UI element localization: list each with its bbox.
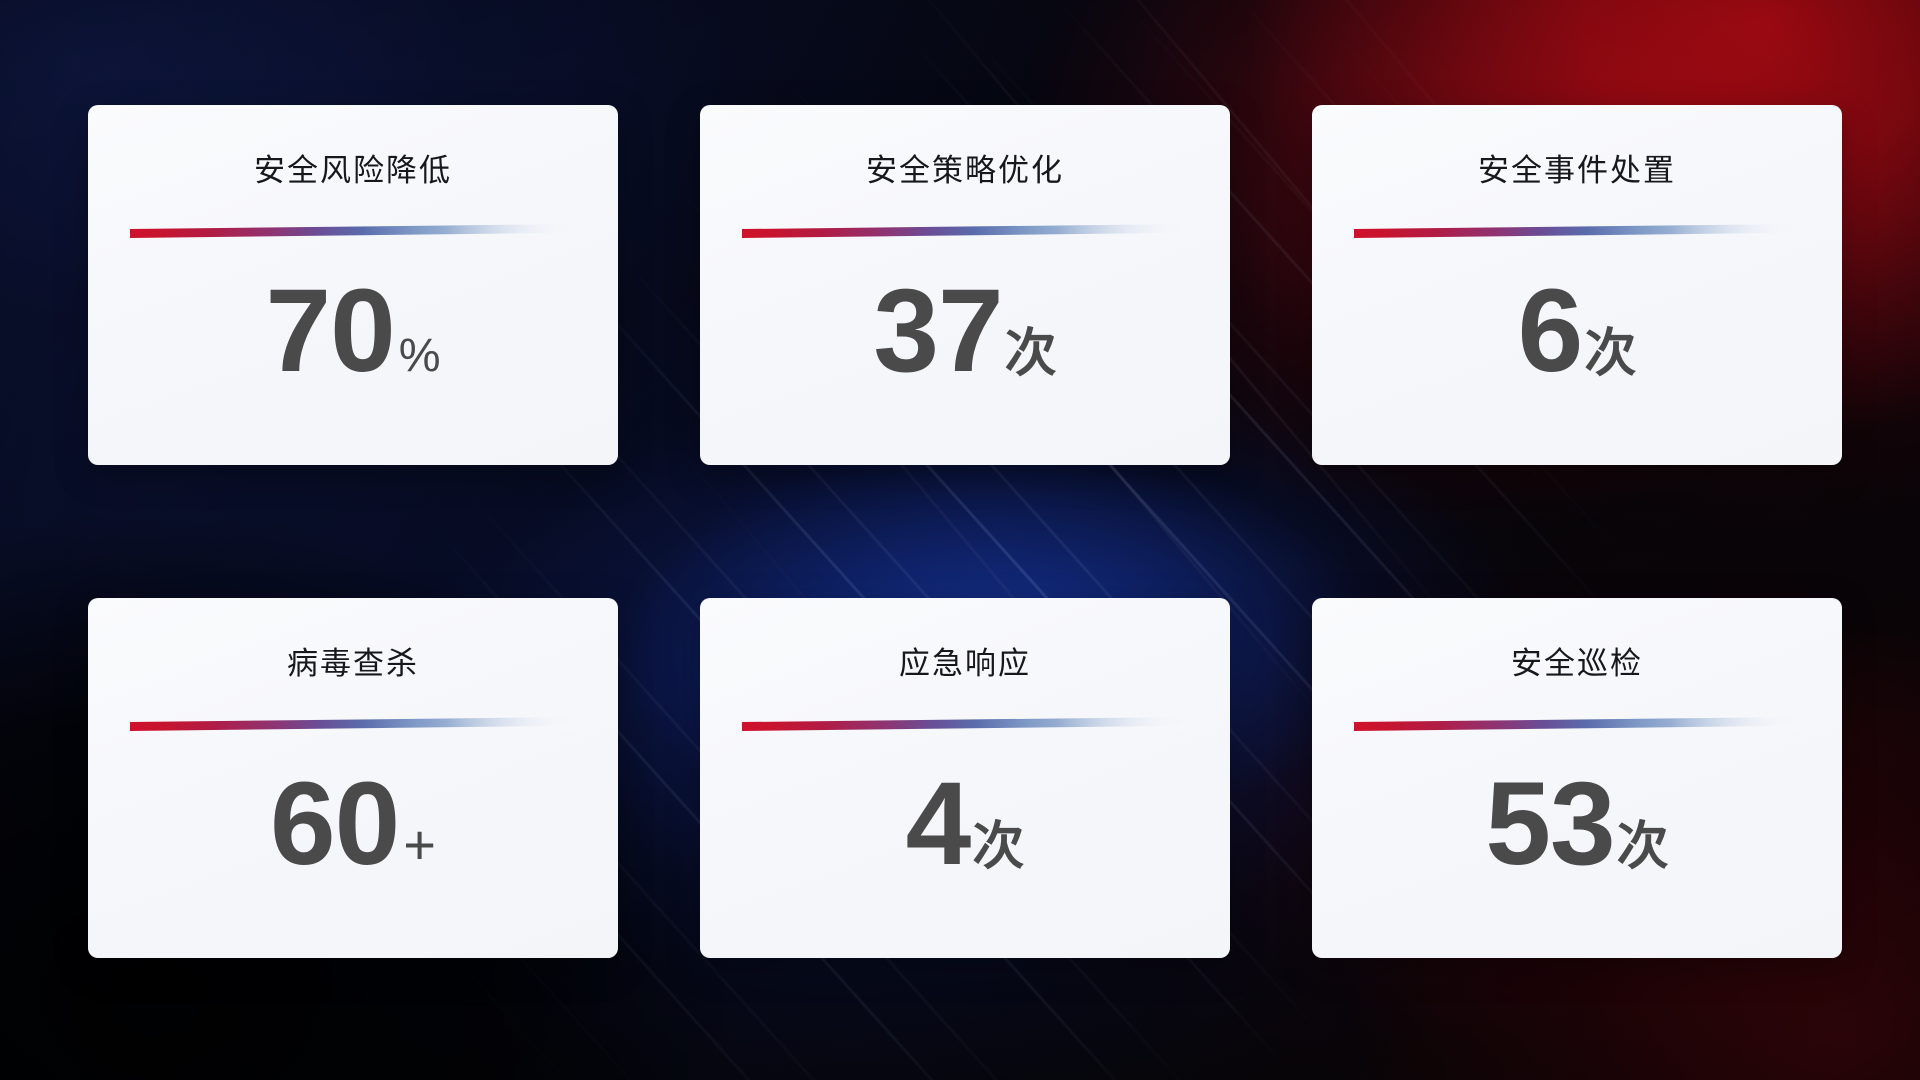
metric-card-title: 安全事件处置: [1478, 153, 1676, 188]
divider-fade-overlay: [1670, 224, 1800, 238]
metric-card-security-policy-optimization[interactable]: 安全策略优化 37 次: [700, 105, 1230, 465]
metric-value-number: 37: [873, 265, 1003, 397]
metric-card-emergency-response[interactable]: 应急响应 4 次: [700, 598, 1230, 958]
metric-card-security-inspection[interactable]: 安全巡检 53 次: [1312, 598, 1842, 958]
metric-card-value: 60 +: [270, 765, 436, 883]
metric-value-unit: 次: [972, 818, 1025, 876]
metric-card-divider: [130, 717, 576, 731]
metric-card-divider: [742, 224, 1188, 238]
metric-value-number: 60: [270, 758, 400, 890]
metric-card-security-incident-handling[interactable]: 安全事件处置 6 次: [1312, 105, 1842, 465]
metric-value-unit: 次: [1004, 325, 1057, 383]
divider-fade-overlay: [1670, 717, 1800, 731]
metric-card-divider: [1354, 224, 1800, 238]
metric-value-unit: 次: [1616, 818, 1669, 876]
divider-fade-overlay: [446, 224, 576, 238]
metric-card-virus-scan-removal[interactable]: 病毒查杀 60 +: [88, 598, 618, 958]
metric-value-number: 70: [265, 265, 395, 397]
metric-card-title: 安全策略优化: [866, 153, 1064, 188]
metric-value-number: 6: [1517, 265, 1584, 397]
metric-card-security-risk-reduction[interactable]: 安全风险降低 70%: [88, 105, 618, 465]
metric-card-title: 安全巡检: [1511, 646, 1643, 681]
metric-card-value: 70%: [265, 272, 440, 390]
metric-card-value: 37 次: [873, 272, 1056, 390]
divider-fade-overlay: [446, 717, 576, 731]
metric-value-unit: %: [398, 328, 441, 381]
metric-card-divider: [742, 717, 1188, 731]
metric-value-unit: +: [403, 813, 436, 876]
metric-card-title: 安全风险降低: [254, 153, 452, 188]
metric-card-divider: [1354, 717, 1800, 731]
divider-fade-overlay: [1058, 717, 1188, 731]
metric-card-title: 病毒查杀: [287, 646, 419, 681]
metric-value-number: 53: [1485, 758, 1615, 890]
metric-card-value: 53 次: [1485, 765, 1668, 883]
metric-card-divider: [130, 224, 576, 238]
metric-value-unit: 次: [1584, 325, 1637, 383]
metric-value-number: 4: [905, 758, 972, 890]
metric-card-title: 应急响应: [899, 646, 1031, 681]
metric-card-grid: 安全风险降低 70% 安全策略优化 37 次安全事件处置 6 次病毒查杀 60 + 应急响应 4 次安…: [88, 105, 1842, 958]
divider-fade-overlay: [1058, 224, 1188, 238]
